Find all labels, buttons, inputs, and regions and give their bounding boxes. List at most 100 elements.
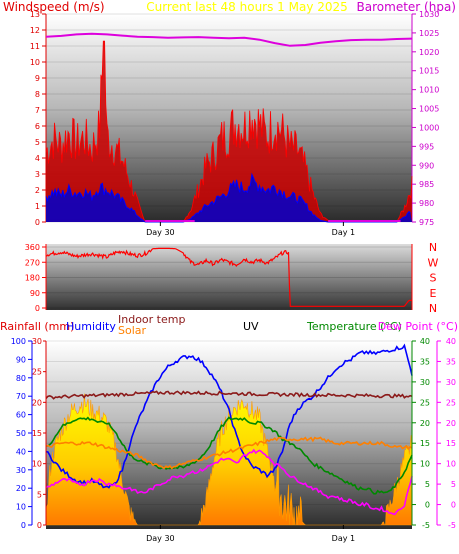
- wind-x-axis: Day 30 Day 1: [146, 222, 355, 237]
- dew-point-tick-label: 25: [446, 398, 456, 407]
- barometer-tick-label: 1010: [419, 86, 439, 95]
- rainfall-tick-label: 25: [32, 368, 42, 377]
- direction-left-tick-label: 0: [35, 304, 40, 313]
- wind-left-tick-label: 11: [30, 42, 40, 51]
- humidity-tick-label: 30: [16, 466, 26, 475]
- humidity-tick-label: 40: [16, 447, 26, 456]
- direction-left-tick-label: 180: [25, 274, 40, 283]
- temperature-axes: 0 10 20 30 40 50 60 70 80 90 100 0 5 10 15 20 25 30 -5 0 5 10…: [11, 337, 456, 530]
- compass-label: W: [428, 256, 439, 269]
- rainfall-tick-label: 10: [32, 460, 42, 469]
- rainfall-tick-label: 15: [32, 429, 42, 438]
- dew-point-line: [45, 448, 413, 516]
- temperature-x-tick-label: Day 1: [332, 534, 355, 543]
- humidity-tick-label: 10: [16, 503, 26, 512]
- dew-point-tick-label: 30: [446, 378, 456, 387]
- barometer-tick-label: 995: [419, 142, 434, 151]
- wind-left-tick-label: 3: [35, 170, 40, 179]
- compass-label: S: [430, 272, 437, 285]
- dew-point-tick-label: 0: [451, 501, 456, 510]
- wind-series: [45, 32, 413, 223]
- indoor-temp-line: [45, 390, 413, 400]
- dew-point-tick-label: 10: [446, 460, 456, 469]
- barometer-axis-title: Barometer (hpa): [357, 0, 456, 14]
- barometer-tick-label: 985: [419, 180, 434, 189]
- wind-left-tick-label: 7: [35, 106, 40, 115]
- wind-left-tick-label: 8: [35, 90, 40, 99]
- rainfall-tick-label: 5: [37, 490, 42, 499]
- barometer-tick-label: 1030: [419, 10, 439, 19]
- direction-left-tick-label: 90: [30, 289, 40, 298]
- temperature-tick-label: 5: [425, 480, 430, 489]
- temperature-series: [45, 343, 413, 516]
- direction-left-tick-label: 270: [25, 258, 40, 267]
- rainfall-tick-label: 20: [32, 398, 42, 407]
- temperature-tick-label: 0: [425, 501, 430, 510]
- rainfall-tick-label: 30: [32, 337, 42, 346]
- temperature-line: [45, 416, 413, 495]
- temperature-tick-label: 40: [420, 337, 430, 346]
- dew-point-tick-label: 5: [451, 480, 456, 489]
- direction-left-tick-label: 360: [25, 243, 40, 252]
- wind-left-tick-label: 0: [35, 218, 40, 227]
- barometer-tick-label: 1025: [419, 29, 439, 38]
- humidity-tick-label: 20: [16, 484, 26, 493]
- temperature-label: Temperature (°C): [306, 320, 402, 333]
- barometer-tick-label: 990: [419, 161, 434, 170]
- uv-label: UV: [243, 320, 259, 333]
- solar-temp-line: [45, 436, 413, 470]
- wind-x-tick-label: Day 30: [146, 228, 175, 237]
- wind-left-tick-label: 13: [30, 10, 40, 19]
- barometer-tick-label: 1015: [419, 67, 439, 76]
- humidity-tick-label: 50: [16, 429, 26, 438]
- temperature-tick-label: -5: [422, 521, 430, 530]
- compass-label: N: [429, 302, 437, 315]
- wind-left-tick-label: 12: [30, 26, 40, 35]
- temperature-tick-label: 10: [420, 460, 430, 469]
- dew-point-tick-label: 15: [446, 439, 456, 448]
- wind-left-tick-label: 2: [35, 186, 40, 195]
- barometer-tick-label: 975: [419, 218, 434, 227]
- dew-point-tick-label: 20: [446, 419, 456, 428]
- compass-label: E: [430, 287, 437, 300]
- compass-label: N: [429, 241, 437, 254]
- direction-left-axis: 0 90 180 270 360: [25, 243, 47, 313]
- barometer-tick-label: 980: [419, 199, 434, 208]
- humidity-tick-label: 70: [16, 392, 26, 401]
- average-area: [46, 174, 412, 222]
- wind-left-tick-label: 10: [30, 58, 40, 67]
- wind-x-tick-label: Day 1: [332, 228, 355, 237]
- humidity-tick-label: 60: [16, 411, 26, 420]
- wind-left-tick-label: 1: [35, 202, 40, 211]
- temperature-tick-label: 15: [420, 439, 430, 448]
- barometer-right-axis: 975 980 985 990 995 1000 1005 1010 1015 1020 1025 1…: [411, 10, 439, 227]
- direction-line: [45, 247, 412, 307]
- temperature-x-axis: Day 30 Day 1: [146, 525, 355, 543]
- humidity-label: Humidity: [66, 320, 116, 333]
- wind-left-tick-label: 4: [35, 154, 40, 163]
- wind-left-tick-label: 5: [35, 138, 40, 147]
- wind-left-tick-label: 6: [35, 122, 40, 131]
- rainfall-label: Rainfall (mm): [0, 320, 74, 333]
- dew-point-tick-label: 40: [446, 337, 456, 346]
- dew-point-label: Dew Point (°C): [378, 320, 458, 333]
- direction-plot-background: [46, 244, 412, 310]
- barometer-tick-label: 1005: [419, 105, 439, 114]
- humidity-tick-label: 100: [11, 337, 26, 346]
- windspeed-axis-title: Windspeed (m/s): [3, 0, 105, 14]
- wind-left-tick-label: 9: [35, 74, 40, 83]
- humidity-tick-label: 80: [16, 374, 26, 383]
- temperature-chart: 0 10 20 30 40 50 60 70 80 90 100 0 5 10 15 20 25 30 -5 0 5 10…: [0, 313, 458, 543]
- barometer-tick-label: 1000: [419, 123, 439, 132]
- solar-label: Solar: [118, 324, 147, 337]
- humidity-tick-label: 90: [16, 355, 26, 364]
- temperature-tick-label: 25: [420, 398, 430, 407]
- humidity-line: [45, 343, 413, 489]
- temperature-tick-label: 30: [420, 378, 430, 387]
- indoor-temp-label: Indoor temp: [118, 313, 185, 326]
- rainfall-tick-label: 0: [37, 521, 42, 530]
